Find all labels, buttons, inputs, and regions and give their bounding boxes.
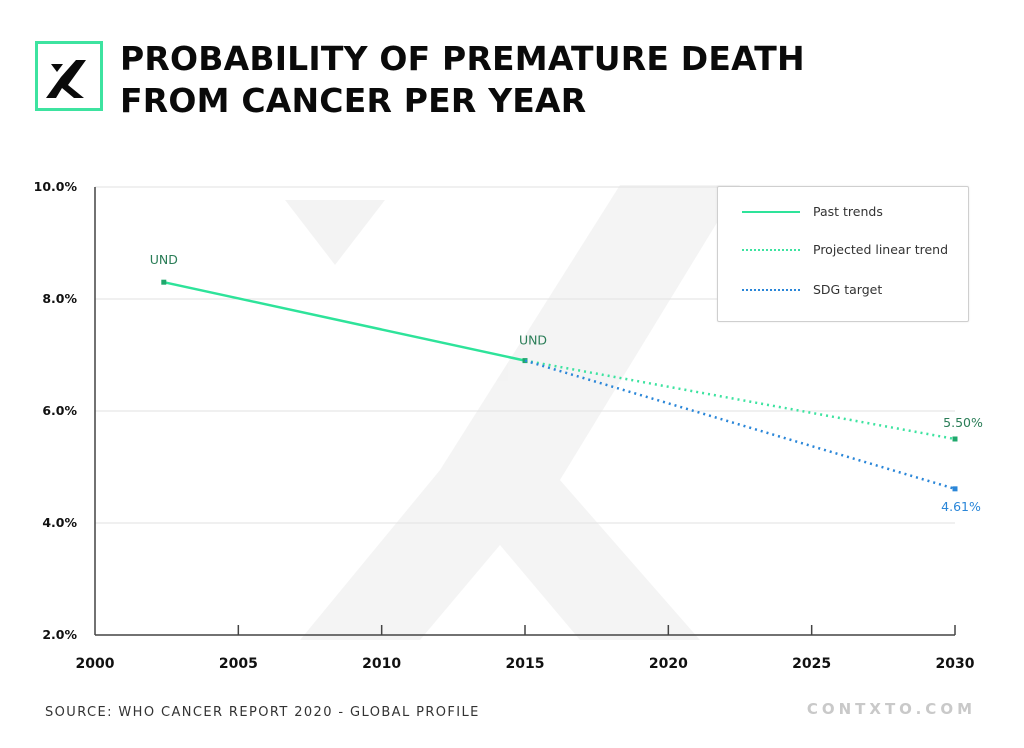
- y-tick-label: 10.0%: [34, 179, 78, 194]
- page-title: PROBABILITY OF PREMATURE DEATH FROM CANC…: [120, 38, 805, 122]
- contxto-x-logo-icon: [46, 60, 86, 98]
- x-tick-label: 2015: [506, 656, 545, 672]
- y-tick-label: 8.0%: [42, 291, 77, 306]
- logo: [35, 41, 103, 111]
- y-tick-label: 2.0%: [42, 627, 77, 642]
- data-point: [952, 436, 958, 442]
- series-line-past-trends: [163, 280, 526, 362]
- legend-item-projected-linear-trend: Projected linear trend: [718, 240, 968, 260]
- legend-item-past-trends: Past trends: [718, 202, 968, 222]
- series-line-sdg-target: [524, 359, 956, 491]
- legend-label: Past trends: [813, 204, 883, 219]
- data-point: [161, 279, 167, 285]
- legend-swatch-dotted: [742, 249, 800, 251]
- watermark-logo: [285, 185, 740, 640]
- data-point: [952, 486, 958, 492]
- x-tick-label: 2005: [219, 656, 258, 672]
- y-tick-label: 4.0%: [42, 515, 77, 530]
- source-note: SOURCE: WHO CANCER REPORT 2020 - GLOBAL …: [45, 705, 480, 720]
- data-label: UND: [519, 333, 547, 348]
- x-tick-label: 2025: [792, 656, 831, 672]
- chart-legend: Past trends Projected linear trend SDG t…: [717, 186, 969, 322]
- legend-label: SDG target: [813, 282, 883, 297]
- series-line-projected-linear-trend: [524, 359, 956, 441]
- legend-label: Projected linear trend: [813, 242, 949, 257]
- legend-swatch-dotted: [742, 289, 800, 291]
- legend-item-sdg-target: SDG target: [718, 280, 968, 300]
- legend-swatch-solid: [742, 211, 800, 213]
- x-tick-label: 2030: [936, 656, 975, 672]
- title-line-2: FROM CANCER PER YEAR: [120, 81, 587, 120]
- x-tick-label: 2000: [76, 656, 115, 672]
- data-label: 4.61%: [941, 499, 981, 514]
- brand-link[interactable]: CONTXTO.COM: [806, 700, 976, 718]
- title-line-1: PROBABILITY OF PREMATURE DEATH: [120, 39, 805, 78]
- x-tick-label: 2020: [649, 656, 688, 672]
- y-tick-label: 6.0%: [42, 403, 77, 418]
- data-label: UND: [150, 252, 178, 267]
- x-tick-label: 2010: [362, 656, 401, 672]
- data-label: 5.50%: [943, 415, 983, 430]
